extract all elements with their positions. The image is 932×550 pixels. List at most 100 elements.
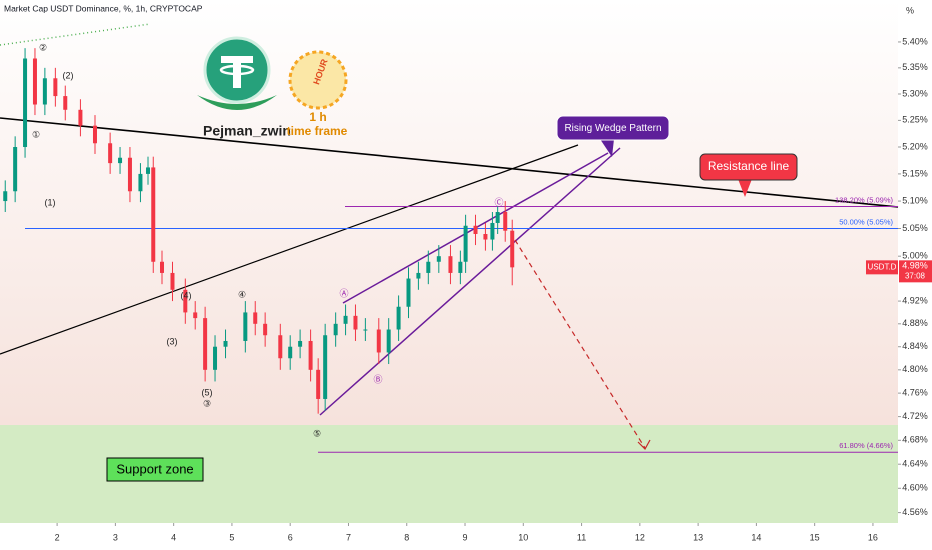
projection <box>514 239 646 449</box>
y-tick-label: 4.64% <box>902 459 928 469</box>
x-tick-label: 14 <box>751 532 761 542</box>
y-tick-label: 4.76% <box>902 387 928 397</box>
candle-body <box>78 109 83 126</box>
candle-body <box>510 230 515 268</box>
candle-body <box>138 173 143 192</box>
y-tick-label: 4.92% <box>902 295 928 305</box>
symbol-label: USDT.D <box>868 262 897 271</box>
countdown: 37:08 <box>905 271 926 280</box>
candle-body <box>278 335 283 359</box>
resistance-callout: Resistance line <box>699 153 798 197</box>
x-tick-label: 15 <box>810 532 820 542</box>
y-tick-label: 5.15% <box>902 168 928 178</box>
fib-label: 138.20% (5.09%) <box>835 196 893 205</box>
y-tick-label: 5.10% <box>902 195 928 205</box>
candle-body <box>396 306 401 330</box>
price-label: 4.98% <box>902 261 928 271</box>
candle-body <box>288 346 293 359</box>
candle-body <box>203 318 208 370</box>
projection-arrow <box>637 439 651 450</box>
candle-body <box>490 222 495 240</box>
y-tick-label: 5.05% <box>902 223 928 233</box>
y-tick-label: 4.68% <box>902 435 928 445</box>
logo-swoosh <box>197 95 277 110</box>
candle-body <box>92 125 97 144</box>
candle-body <box>363 329 368 331</box>
support-callout: Support zone <box>106 457 204 482</box>
y-tick-label: 5.00% <box>902 251 928 261</box>
y-tick-label: 5.30% <box>902 88 928 98</box>
author: Pejman_zwin <box>203 123 291 139</box>
candle-body <box>458 261 463 273</box>
candle-body <box>406 278 411 307</box>
x-tick-label: 5 <box>229 532 234 542</box>
candle-body <box>42 78 47 105</box>
candle-body <box>170 272 175 290</box>
y-tick-label: 4.60% <box>902 483 928 493</box>
candle-body <box>448 256 453 273</box>
callout-box <box>106 457 204 482</box>
x-tick-label: 10 <box>518 532 528 542</box>
candle-body <box>323 335 328 399</box>
fib-label: 50.00% (5.05%) <box>839 217 893 226</box>
x-tick-label: 7 <box>346 532 351 542</box>
candle-body <box>343 315 348 324</box>
candle-body <box>263 323 268 336</box>
x-tick-label: 3 <box>113 532 118 542</box>
candle-body <box>353 315 358 330</box>
candle-body <box>316 369 321 399</box>
candle-body <box>333 323 338 336</box>
y-tick-label: 5.35% <box>902 62 928 72</box>
wave-label: (2) <box>63 70 74 80</box>
wave-label: ③ <box>203 398 211 408</box>
candle-body <box>473 225 478 235</box>
candle-body <box>298 340 303 347</box>
wave-label: (3) <box>167 336 178 346</box>
candle-body <box>376 329 381 353</box>
candles <box>3 48 515 414</box>
symbol-tag <box>866 260 898 275</box>
wave-label: ⑤ <box>313 428 321 438</box>
candle-body <box>160 261 165 273</box>
x-tick-label: 16 <box>868 532 878 542</box>
candle-body <box>183 289 188 313</box>
candle-body <box>483 234 488 240</box>
candle-body <box>146 167 151 174</box>
candle-body <box>416 272 421 279</box>
candle-body <box>3 191 8 202</box>
candle-body <box>495 211 500 223</box>
wedge-callout: Rising Wedge Pattern <box>556 115 670 157</box>
x-tick-label: 9 <box>463 532 468 542</box>
x-tick-label: 2 <box>55 532 60 542</box>
x-tick-label: 4 <box>171 532 176 542</box>
wave-label: (4) <box>181 290 192 300</box>
y-tick-label: 4.72% <box>902 411 928 421</box>
candle-body <box>151 167 156 262</box>
callout-text: Resistance line <box>708 159 790 173</box>
callout-text: Rising Wedge Pattern <box>564 123 661 134</box>
resistance-trendline <box>0 117 899 208</box>
price-tag <box>899 260 932 283</box>
time-axis <box>0 523 898 550</box>
callout-box <box>699 153 798 181</box>
branding: HOUR Pejman_zwin 1 h time frame <box>197 36 348 139</box>
y-tick-label: 4.84% <box>902 341 928 351</box>
x-tick-label: 12 <box>635 532 645 542</box>
wave-label: (1) <box>45 197 56 207</box>
hour-icon <box>288 50 348 110</box>
fib-levels: 138.20% (5.09%) 50.00% (5.05%) 61.80% (4.6… <box>25 196 898 453</box>
x-tick-label: 6 <box>288 532 293 542</box>
candle-body <box>243 312 248 341</box>
candle-body <box>63 96 68 110</box>
candle-body <box>13 147 18 192</box>
fib-label: 61.80% (4.66%) <box>839 441 893 450</box>
candle-body <box>253 312 258 324</box>
wave-label: ② <box>39 42 47 52</box>
y-tick-label: 5.20% <box>902 141 928 151</box>
candle-body <box>118 157 123 164</box>
y-tick-label: 4.56% <box>902 507 928 517</box>
candle-body <box>32 58 37 105</box>
chart-title: Market Cap USDT Dominance, %, 1h, CRYPTO… <box>4 3 203 13</box>
axes: 5.40% 5.35% 5.30% 5.25% 5.20% 5.15% 5.10% 5.05%… <box>55 36 932 542</box>
